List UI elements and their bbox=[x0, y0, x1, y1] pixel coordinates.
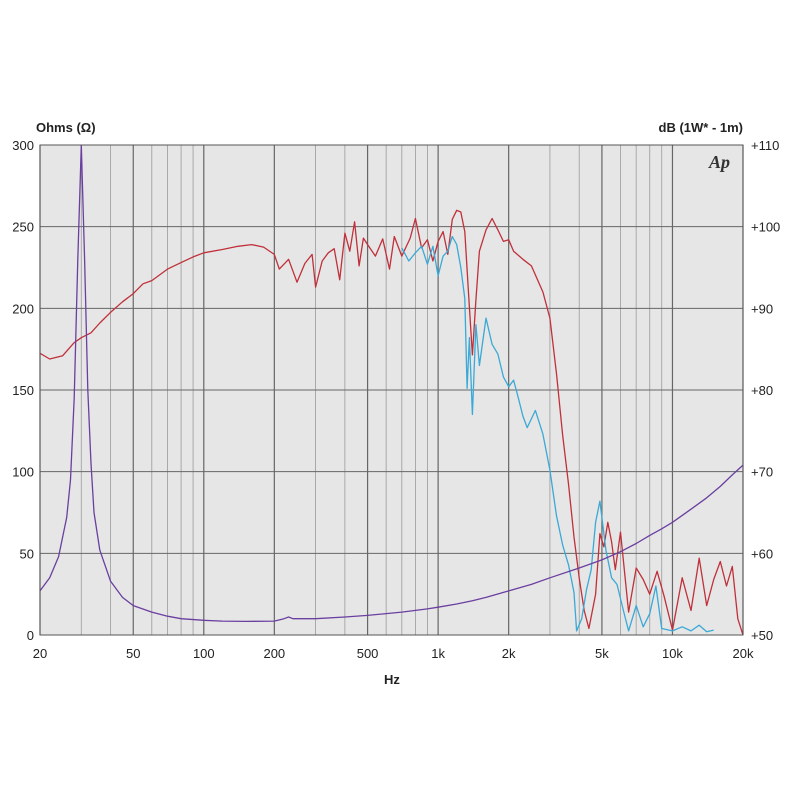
series-group bbox=[40, 145, 743, 635]
right-y-tick-label: +110 bbox=[751, 138, 779, 153]
spl-response-curve bbox=[40, 209, 743, 635]
x-tick-label: 100 bbox=[193, 646, 215, 661]
plot-frame bbox=[39, 144, 744, 636]
x-tick-label: 50 bbox=[126, 646, 140, 661]
right-y-tick-label: +80 bbox=[751, 383, 773, 398]
x-tick-label: 200 bbox=[263, 646, 285, 661]
left-axis-title: Ohms (Ω) bbox=[36, 120, 96, 135]
right-y-tick-label: +70 bbox=[751, 465, 773, 480]
left-y-tick-label: 0 bbox=[27, 628, 34, 643]
x-tick-label: 500 bbox=[357, 646, 379, 661]
x-tick-label: 10k bbox=[662, 646, 683, 661]
left-y-tick-label: 50 bbox=[20, 546, 34, 561]
left-y-tick-label: 150 bbox=[12, 383, 34, 398]
left-y-tick-label: 200 bbox=[12, 301, 34, 316]
x-tick-label: 5k bbox=[595, 646, 609, 661]
x-tick-label: 20 bbox=[33, 646, 47, 661]
left-y-tick-label: 300 bbox=[12, 138, 34, 153]
right-y-tick-label: +100 bbox=[751, 220, 780, 235]
off-axis-response-curve bbox=[401, 235, 714, 633]
x-tick-label: 2k bbox=[502, 646, 516, 661]
tick-labels: 20 50 100 200 500 1k 2k 5k 10k 20k 0 50 100 150 200 250… bbox=[12, 138, 780, 661]
impedance-curve bbox=[40, 145, 743, 623]
left-y-tick-label: 100 bbox=[12, 465, 34, 480]
ap-logo: Ap bbox=[708, 152, 730, 172]
right-axis-title: dB (1W* - 1m) bbox=[659, 120, 744, 135]
right-y-tick-label: +50 bbox=[751, 628, 773, 643]
right-y-tick-label: +90 bbox=[751, 301, 773, 316]
left-y-tick-label: 250 bbox=[12, 220, 34, 235]
right-y-tick-label: +60 bbox=[751, 546, 773, 561]
x-tick-label: 1k bbox=[431, 646, 445, 661]
x-axis-title: Hz bbox=[384, 672, 400, 687]
x-tick-label: 20k bbox=[733, 646, 754, 661]
